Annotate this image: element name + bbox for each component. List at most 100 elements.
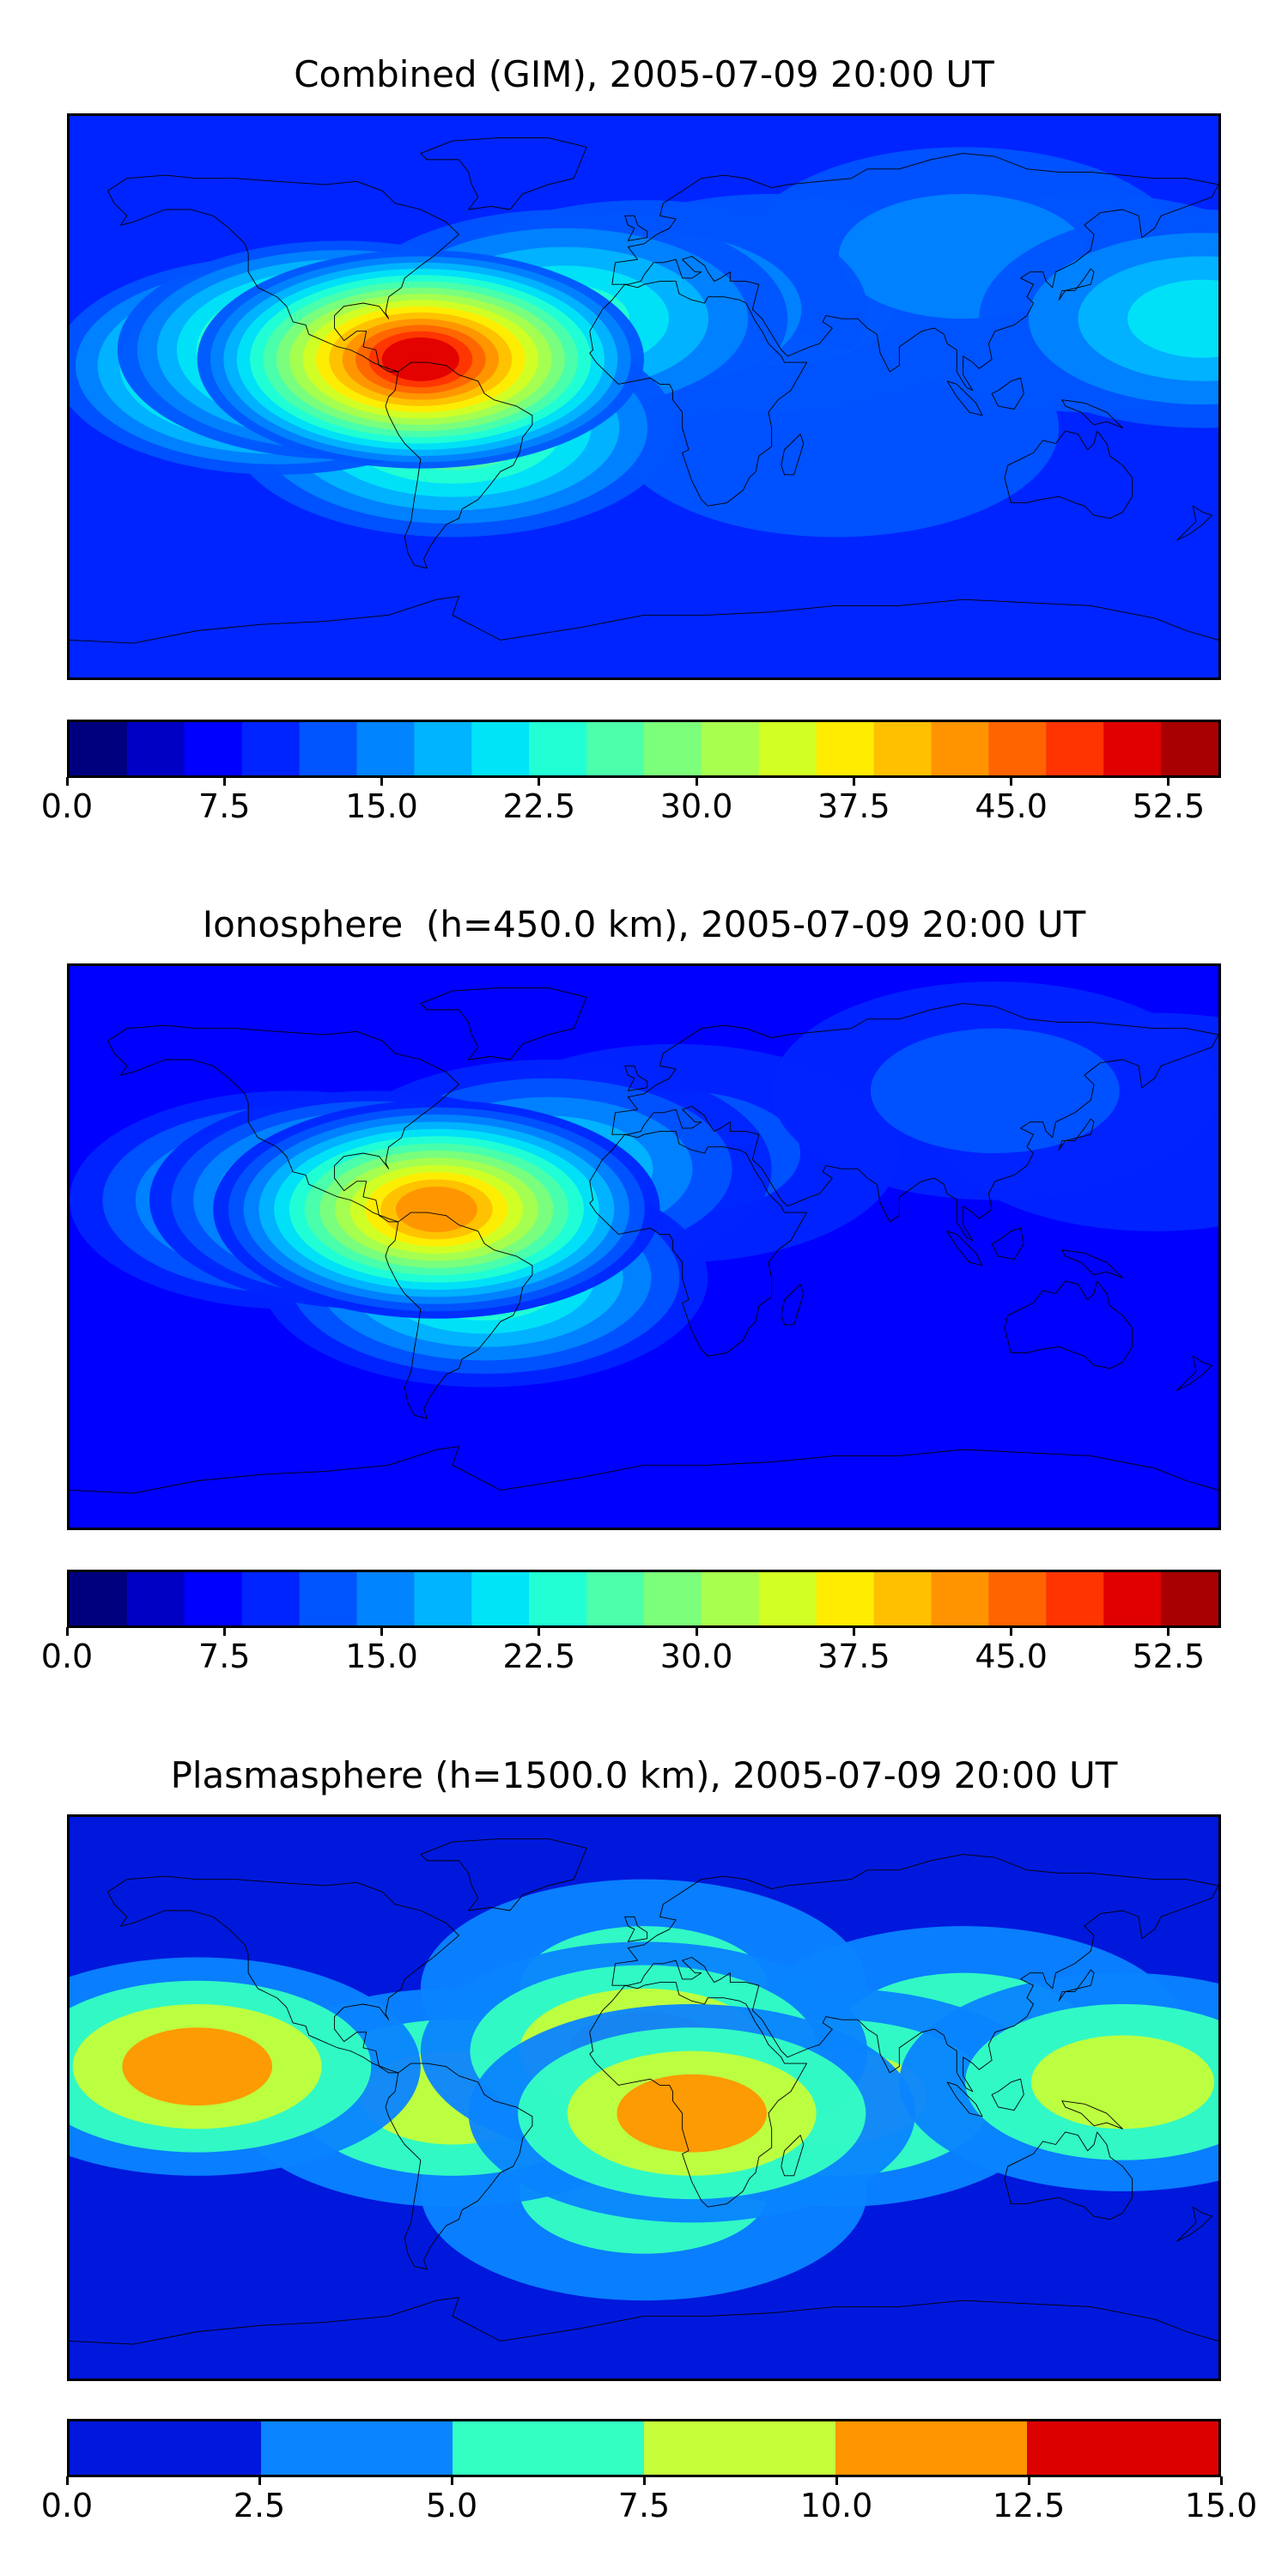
colorbar-tick bbox=[65, 1627, 69, 1636]
colorbar-swatch bbox=[126, 1572, 186, 1625]
colorbar-swatch bbox=[299, 722, 358, 775]
colorbar-swatch bbox=[261, 2421, 457, 2475]
colorbar-tick bbox=[1010, 777, 1013, 786]
coastline-australia bbox=[1005, 2132, 1133, 2220]
field-ionosphere bbox=[70, 966, 1218, 1528]
coastline-britain bbox=[625, 1066, 647, 1091]
colorbar-swatch bbox=[529, 1572, 588, 1625]
colorbar-swatch bbox=[873, 1572, 933, 1625]
panel-title-ionosphere: Ionosphere (h=450.0 km), 2005-07-09 20:0… bbox=[202, 903, 1086, 945]
colorbar-tick bbox=[450, 2476, 453, 2485]
colorbar-tick-label: 30.0 bbox=[659, 1637, 733, 1675]
colorbar-tick-label: 0.0 bbox=[40, 1637, 94, 1675]
colorbar-tick bbox=[222, 1627, 226, 1636]
map-ionosphere bbox=[67, 963, 1221, 1530]
colorbar-tick-label: 22.5 bbox=[502, 787, 576, 825]
colorbar-tick-label: 30.0 bbox=[659, 787, 733, 825]
panel-title-plasmasphere: Plasmasphere (h=1500.0 km), 2005-07-09 2… bbox=[170, 1754, 1118, 1796]
coastline-southAmerica bbox=[386, 2063, 532, 2269]
colorbar-swatch bbox=[1027, 2421, 1218, 2475]
coastlines-plasmasphere bbox=[70, 1838, 1218, 2344]
coastline-greenland bbox=[421, 987, 586, 1060]
colorbar-tick bbox=[258, 2476, 261, 2485]
coastlines-combined bbox=[70, 137, 1218, 643]
coastline-newGuinea bbox=[1062, 400, 1123, 428]
colorbar-tick bbox=[1167, 1627, 1170, 1636]
colorbar-swatch bbox=[758, 1572, 818, 1625]
coastline-australia bbox=[1005, 1281, 1133, 1369]
coastline-sumatra bbox=[947, 2082, 982, 2117]
colorbar-ionosphere-svg bbox=[70, 1572, 1218, 1625]
colorbar-swatch bbox=[586, 1572, 646, 1625]
colorbar-tick bbox=[1219, 2476, 1223, 2485]
field-contour bbox=[1127, 279, 1218, 358]
colorbar-tick-label: 10.0 bbox=[799, 2487, 873, 2524]
coastline-eurasia bbox=[612, 1004, 1218, 1241]
colorbar-swatch bbox=[988, 1572, 1048, 1625]
field-contour bbox=[122, 2027, 273, 2106]
map-combined-svg bbox=[70, 116, 1218, 677]
colorbar-swatch bbox=[1103, 1572, 1163, 1625]
colorbar-tick bbox=[538, 777, 541, 786]
colorbar-tick-label: 2.5 bbox=[233, 2487, 286, 2524]
colorbar-swatch bbox=[873, 722, 933, 775]
field-contour bbox=[395, 1186, 477, 1232]
colorbar-tick-label: 7.5 bbox=[198, 787, 251, 825]
colorbar-swatch bbox=[816, 722, 875, 775]
map-plasmasphere-svg bbox=[70, 1817, 1218, 2379]
map-ionosphere-svg bbox=[70, 966, 1218, 1528]
colorbar-combined-svg bbox=[70, 722, 1218, 775]
coastline-japan bbox=[1059, 1970, 1094, 2001]
colorbar-swatch bbox=[529, 722, 588, 775]
colorbar-swatch bbox=[1046, 722, 1105, 775]
colorbar-ticks-plasmasphere: 0.0 2.5 5.0 7.5 10.0 12.5 15.0 bbox=[41, 2476, 1257, 2528]
colorbar-swatch bbox=[701, 1572, 761, 1625]
colorbar-swatch bbox=[70, 1572, 129, 1625]
colorbar-swatch bbox=[414, 722, 473, 775]
colorbar-swatch bbox=[1161, 722, 1218, 775]
coastline-borneo bbox=[992, 1228, 1024, 1259]
colorbar-tick-label: 15.0 bbox=[1184, 2487, 1258, 2524]
coastline-southAmerica bbox=[386, 362, 532, 568]
field-plasmasphere bbox=[70, 1817, 1218, 2379]
coastline-greenland bbox=[421, 1838, 586, 1911]
colorbar-swatch bbox=[988, 722, 1048, 775]
colorbar-plasmasphere-svg bbox=[70, 2421, 1218, 2475]
colorbar-tick-label: 52.5 bbox=[1132, 787, 1206, 825]
colorbar-tick-label: 7.5 bbox=[617, 2487, 671, 2524]
coastline-northAmerica bbox=[108, 1025, 459, 1222]
colorbar-swatch bbox=[356, 1572, 416, 1625]
colorbar-swatch bbox=[644, 2421, 840, 2475]
colorbar-swatch bbox=[758, 722, 818, 775]
colorbar-swatch bbox=[701, 722, 761, 775]
coastline-newZealand bbox=[1177, 1356, 1212, 1390]
coastline-southAmerica bbox=[386, 1212, 532, 1419]
coastline-japan bbox=[1059, 269, 1094, 300]
colorbar-swatch bbox=[126, 722, 186, 775]
colorbar-swatch bbox=[356, 722, 416, 775]
colorbar-tick-label: 45.0 bbox=[975, 1637, 1048, 1675]
colorbar-tick-label: 5.0 bbox=[425, 2487, 478, 2524]
coastline-sumatra bbox=[947, 1231, 982, 1266]
field-contour bbox=[381, 337, 459, 381]
coastlines-ionosphere bbox=[70, 987, 1218, 1493]
colorbar-tick bbox=[835, 2476, 838, 2485]
map-plasmasphere bbox=[67, 1814, 1221, 2381]
colorbar-swatch bbox=[453, 2421, 648, 2475]
colorbar-swatch bbox=[299, 1572, 358, 1625]
coastline-borneo bbox=[992, 378, 1024, 409]
coastline-greenland bbox=[421, 137, 586, 210]
coastline-madagascar bbox=[781, 2136, 804, 2176]
colorbar-swatch bbox=[471, 722, 531, 775]
coastline-borneo bbox=[992, 2079, 1024, 2110]
colorbar-tick bbox=[642, 2476, 646, 2485]
colorbar-tick-label: 45.0 bbox=[975, 787, 1048, 825]
colorbar-swatch bbox=[184, 722, 244, 775]
coastline-antarctica bbox=[70, 1447, 1218, 1494]
colorbar-plasmasphere bbox=[67, 2419, 1221, 2477]
field-combined bbox=[70, 116, 1218, 677]
colorbar-tick bbox=[380, 1627, 384, 1636]
colorbar-swatch bbox=[70, 2421, 265, 2475]
colorbar-swatch bbox=[1046, 1572, 1105, 1625]
